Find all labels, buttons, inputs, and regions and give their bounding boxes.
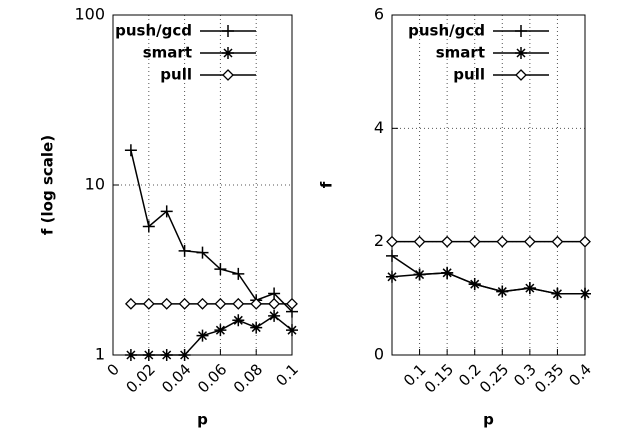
marker [250, 297, 263, 310]
marker [468, 278, 481, 291]
legend-marker [222, 69, 234, 81]
plot-frame [391, 14, 586, 356]
legend-label: pull [160, 66, 192, 84]
marker [386, 235, 398, 248]
marker [196, 329, 209, 342]
marker [232, 314, 245, 327]
marker [523, 235, 536, 248]
marker [214, 324, 227, 337]
plot-frame [112, 14, 293, 356]
x-tick-label: 0.02 [122, 360, 158, 396]
marker [124, 144, 137, 157]
legend-label: pull [453, 66, 485, 84]
marker [142, 220, 155, 233]
marker [214, 263, 227, 276]
marker [579, 287, 591, 300]
x-tick-label: 0.25 [476, 360, 512, 396]
x-tick-label: 0.08 [230, 360, 266, 396]
marker [160, 205, 173, 218]
legend-marker [222, 47, 234, 59]
marker [268, 309, 281, 322]
legend-label: smart [436, 44, 485, 62]
legend-label: smart [143, 44, 192, 62]
marker [468, 235, 481, 248]
marker [232, 267, 245, 280]
marker [268, 287, 281, 300]
marker [232, 297, 245, 310]
marker [413, 235, 426, 248]
marker [196, 297, 209, 310]
legend-marker [515, 69, 527, 81]
x-tick-label: 0.4 [565, 360, 595, 390]
x-axis-label: p [197, 411, 208, 429]
marker [160, 297, 173, 310]
marker [386, 249, 398, 262]
series-line [130, 314, 293, 356]
marker [551, 287, 564, 300]
x-tick-label: 0.06 [194, 360, 230, 396]
x-tick-label: 0.04 [158, 360, 194, 396]
y-tick-label: 1 [95, 345, 105, 364]
legend-marker [515, 25, 527, 37]
y-tick-label: 0 [374, 345, 384, 364]
marker [196, 246, 209, 259]
marker [286, 324, 298, 337]
marker [523, 282, 536, 295]
x-tick-label: 0.35 [531, 360, 567, 396]
marker [142, 349, 155, 361]
marker [441, 266, 454, 279]
marker [386, 270, 398, 283]
marker [214, 297, 227, 310]
x-axis-label: p [483, 411, 494, 429]
y-axis-label: f [318, 181, 336, 188]
y-tick-label: 6 [374, 5, 384, 24]
x-tick-label: 0.1 [272, 360, 302, 390]
marker [268, 297, 281, 310]
marker [286, 297, 298, 310]
y-tick-label: 4 [374, 118, 384, 137]
legend-marker [515, 47, 527, 59]
y-axis-label: f (log scale) [39, 135, 57, 235]
y-tick-label: 10 [85, 175, 105, 194]
marker [178, 244, 191, 257]
y-tick-label: 2 [374, 231, 384, 250]
legend-label: push/gcd [115, 22, 192, 40]
x-tick-label: 0.15 [421, 360, 457, 396]
marker [579, 235, 591, 248]
marker [441, 235, 454, 248]
marker [178, 349, 191, 361]
marker [124, 297, 137, 310]
legend-label: push/gcd [408, 22, 485, 40]
y-tick-label: 100 [74, 5, 105, 24]
series-line [130, 150, 293, 313]
x-tick-label: 0 [104, 360, 123, 379]
marker [413, 268, 426, 281]
marker [551, 235, 564, 248]
marker [496, 285, 509, 298]
marker [124, 349, 137, 361]
legend-marker [222, 25, 234, 37]
marker [178, 297, 191, 310]
marker [250, 321, 263, 334]
marker [160, 349, 173, 361]
marker [496, 235, 509, 248]
marker [142, 297, 155, 310]
